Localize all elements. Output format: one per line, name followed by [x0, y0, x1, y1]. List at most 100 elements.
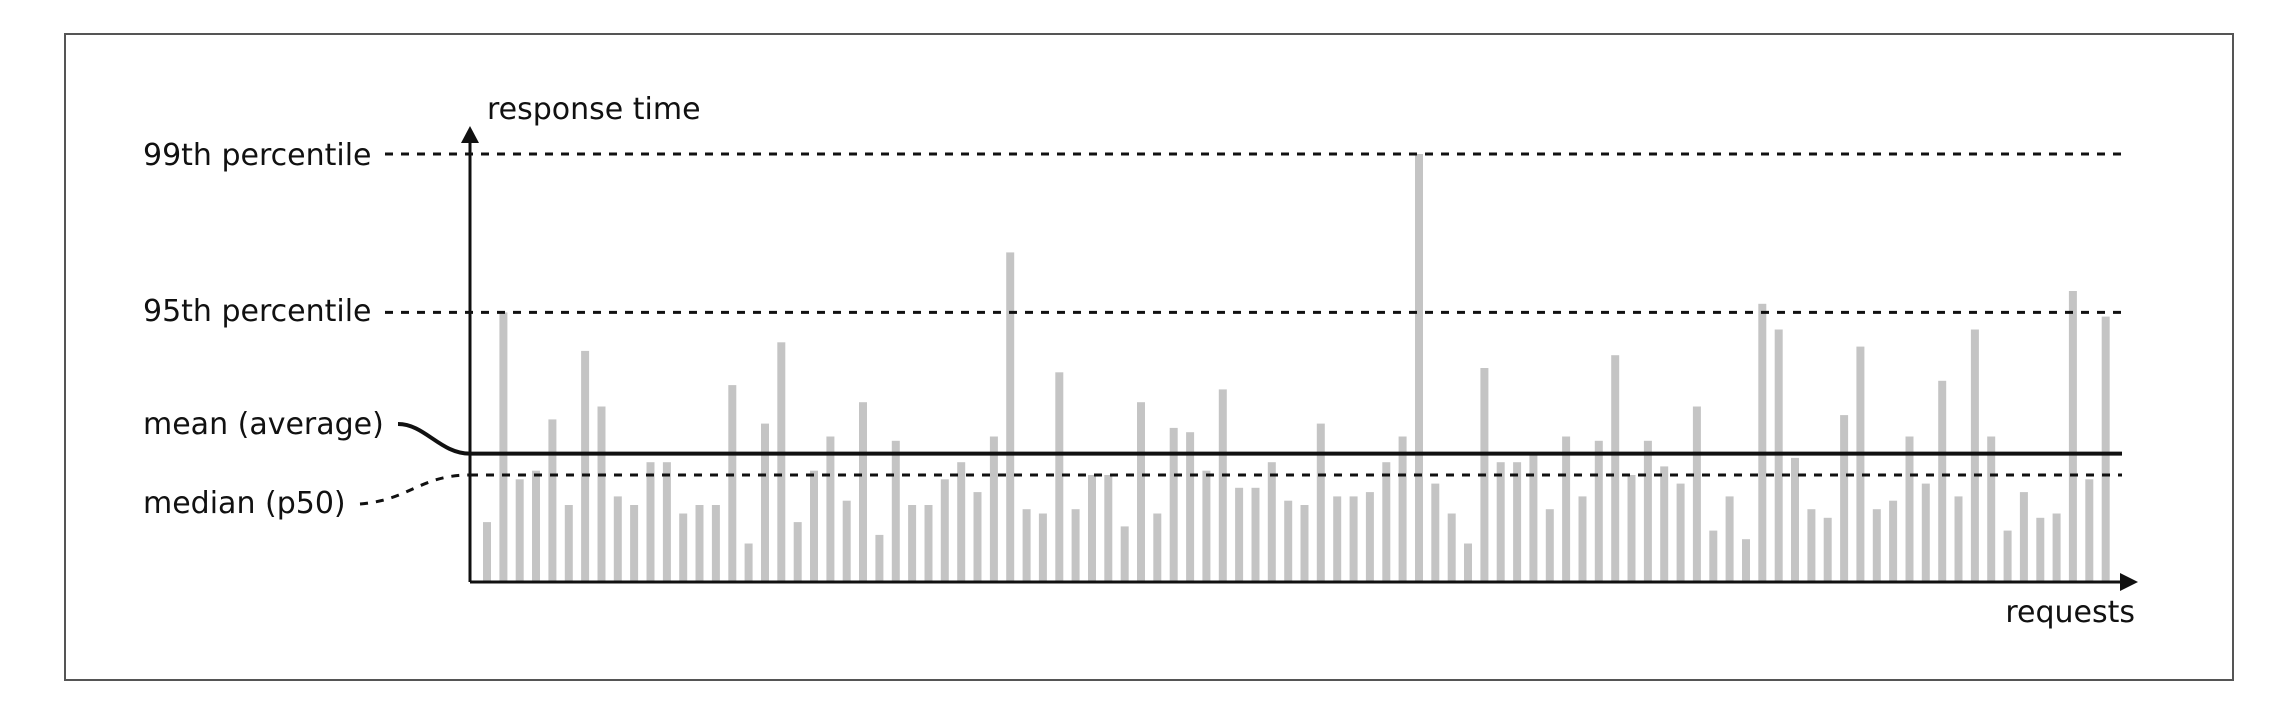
bar — [1496, 462, 1505, 582]
bar — [711, 505, 720, 582]
bar — [2085, 479, 2094, 582]
bar — [2052, 513, 2061, 582]
bar — [1611, 355, 1620, 582]
median-leader-curve — [359, 473, 471, 506]
p99-label: 99th percentile — [143, 138, 372, 173]
bar — [1758, 303, 1767, 582]
bar — [1415, 154, 1423, 582]
bar — [1333, 496, 1342, 582]
bar — [810, 470, 818, 582]
bar — [597, 406, 606, 582]
x-axis-title: requests — [2005, 595, 2135, 630]
bar — [1464, 543, 1472, 582]
bar — [1840, 415, 1849, 582]
bar — [1349, 496, 1358, 582]
mean-label: mean (average) — [143, 407, 384, 442]
bar — [1889, 500, 1898, 582]
bar — [532, 470, 540, 582]
bar — [1382, 462, 1391, 582]
bar — [1284, 500, 1293, 582]
bar — [2101, 316, 2110, 582]
bar — [1137, 402, 1145, 582]
bar — [924, 505, 933, 582]
bar — [2003, 530, 2012, 582]
bar — [1071, 509, 1080, 582]
bar — [1169, 427, 1178, 582]
bar — [1823, 517, 1832, 582]
bar — [1627, 475, 1636, 582]
bar — [1153, 513, 1162, 582]
bar — [1774, 329, 1783, 582]
x-axis-arrowhead — [2120, 573, 2138, 591]
bar — [1055, 372, 1064, 582]
median-label: median (p50) — [143, 486, 346, 521]
bar — [646, 462, 655, 582]
bar — [1905, 436, 1914, 582]
bar — [1709, 530, 1718, 582]
bar — [1970, 329, 1979, 582]
bar — [777, 342, 786, 582]
bar — [940, 479, 949, 582]
bar — [1267, 462, 1276, 582]
bar — [695, 505, 704, 582]
bar — [613, 496, 622, 582]
bar — [1431, 483, 1440, 582]
bar — [1660, 466, 1669, 582]
bar — [1006, 252, 1015, 582]
bar — [630, 505, 639, 582]
mean-leader-curve — [397, 422, 471, 456]
bar — [761, 423, 769, 582]
bar — [908, 505, 917, 582]
bar — [1791, 457, 1799, 582]
bar — [1562, 436, 1571, 582]
bar — [1872, 509, 1881, 582]
bar — [1300, 505, 1309, 582]
bar — [1921, 483, 1930, 582]
bar — [1676, 483, 1685, 582]
bar — [1954, 496, 1963, 582]
bar — [1447, 513, 1456, 582]
bar — [1856, 346, 1865, 582]
bar — [1578, 496, 1587, 582]
bar — [2036, 517, 2045, 582]
bar — [548, 419, 557, 582]
bar — [1807, 509, 1816, 582]
bar — [1120, 526, 1129, 582]
figure-frame — [64, 33, 2234, 681]
bar — [1022, 509, 1031, 582]
bar — [483, 522, 491, 582]
bar — [793, 522, 802, 582]
bar — [662, 462, 671, 582]
bar — [2068, 291, 2077, 582]
bar — [1725, 496, 1734, 582]
bar — [1987, 436, 1996, 582]
bar — [1938, 380, 1947, 582]
bar — [989, 436, 998, 582]
bar — [499, 312, 508, 582]
bar — [728, 385, 737, 582]
bar — [957, 462, 966, 582]
bar — [1038, 513, 1047, 582]
bar — [1365, 492, 1374, 582]
bar — [1643, 440, 1652, 582]
bar — [875, 534, 884, 582]
bars-group — [483, 154, 2110, 582]
bar — [581, 350, 590, 582]
bar — [1316, 423, 1325, 582]
bar — [1692, 406, 1701, 582]
bar — [1235, 487, 1244, 582]
bar — [1251, 487, 1260, 582]
p95-label: 95th percentile — [143, 294, 372, 329]
bar — [1742, 539, 1750, 582]
bar — [1513, 462, 1522, 582]
bar — [2019, 492, 2028, 582]
bar — [1594, 440, 1603, 582]
y-axis-title: response time — [487, 92, 701, 127]
bar — [1104, 475, 1113, 582]
bar — [859, 402, 867, 582]
bar — [973, 492, 982, 582]
bar — [826, 436, 835, 582]
y-axis-arrowhead — [461, 126, 479, 143]
bar — [515, 479, 524, 582]
